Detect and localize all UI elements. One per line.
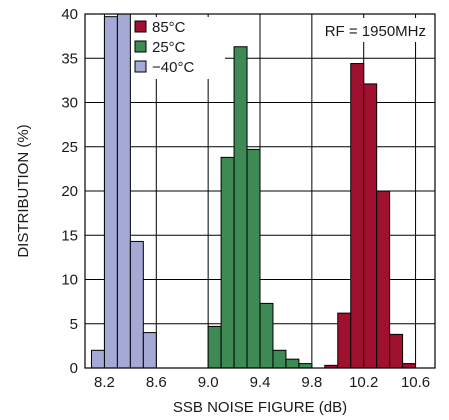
x-tick-label: 9.4 <box>250 374 271 391</box>
y-axis-title: DISTRIBUTION (%) <box>15 124 32 257</box>
bar <box>220 156 235 369</box>
bar <box>129 240 144 369</box>
y-tick-label: 20 <box>61 183 78 200</box>
bar <box>207 325 222 369</box>
plot-frame <box>84 13 436 369</box>
ticks-layer: 0 5 10 15 20 25 30 35 40 8.2 8.6 9.0 9.4 9.8 10.2 10.6 <box>61 6 430 391</box>
y-tick-label: 0 <box>70 360 78 377</box>
bar <box>233 46 248 369</box>
bar <box>363 83 378 369</box>
bars-layer <box>90 13 417 369</box>
y-tick-label: 25 <box>61 139 78 156</box>
y-tick-label: 35 <box>61 50 78 67</box>
legend-swatch <box>134 60 147 73</box>
annotation-box <box>313 18 431 42</box>
bar <box>376 190 391 369</box>
bar <box>246 148 261 369</box>
x-tick-label: 10.2 <box>349 374 378 391</box>
x-tick-label: 8.6 <box>146 374 167 391</box>
bar <box>116 13 131 369</box>
rf-annotation: RF = 1950MHz <box>325 23 426 40</box>
y-tick-label: 40 <box>61 6 78 23</box>
bar <box>402 363 417 369</box>
x-tick-label: 8.2 <box>94 374 115 391</box>
bar <box>298 363 313 369</box>
legend-swatch <box>134 20 147 33</box>
x-tick-label: 9.8 <box>301 374 322 391</box>
x-tick-label: 10.6 <box>401 374 430 391</box>
bar <box>350 63 365 369</box>
y-tick-label: 10 <box>61 272 78 289</box>
bar <box>272 349 287 369</box>
legend-label: 85°C <box>152 19 186 36</box>
bar <box>103 16 118 369</box>
y-tick-label: 15 <box>61 227 78 244</box>
bar <box>285 358 300 369</box>
legend-label: −40°C <box>152 59 194 76</box>
legend-swatch <box>134 40 147 53</box>
bar <box>259 302 274 369</box>
x-axis-title: SSB NOISE FIGURE (dB) <box>173 399 347 416</box>
legend: 85°C 25°C −40°C <box>131 17 225 79</box>
bar <box>90 349 105 369</box>
legend-label: 25°C <box>152 39 186 56</box>
x-tick-label: 9.0 <box>198 374 219 391</box>
bar <box>389 333 404 369</box>
bar <box>142 332 157 369</box>
bar <box>337 312 352 369</box>
y-tick-label: 30 <box>61 95 78 112</box>
y-tick-label: 5 <box>70 316 78 333</box>
legend-background <box>131 17 225 79</box>
